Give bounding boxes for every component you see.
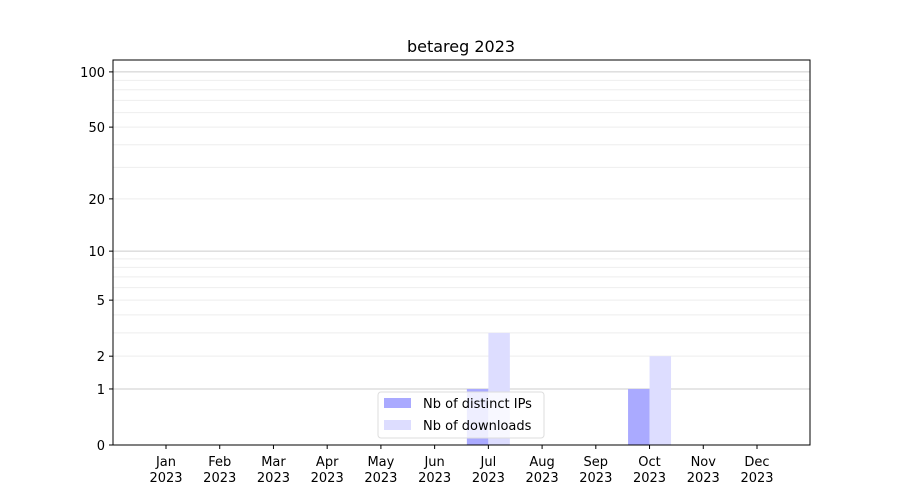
x-tick-label: Sep 2023 (579, 455, 612, 486)
y-tick-label: 50 (88, 121, 105, 136)
legend-box (377, 391, 545, 439)
y-tick-label: 100 (80, 66, 105, 81)
legend-swatch (384, 398, 411, 408)
y-tick-label: 20 (88, 193, 105, 208)
grid (113, 71, 810, 390)
y-tick-label: 10 (88, 245, 105, 260)
x-tick-label: Jun 2023 (418, 455, 451, 486)
x-tick-label: Apr 2023 (311, 455, 344, 486)
y-tick-label: 1 (97, 383, 105, 398)
x-tick-label: Jan 2023 (149, 455, 182, 486)
y-tick-label: 2 (97, 350, 105, 365)
x-tick-label: Aug 2023 (526, 455, 559, 486)
x-tick-label: Feb 2023 (203, 455, 236, 486)
y-tick-label: 0 (97, 439, 105, 454)
x-tick-label: Oct 2023 (633, 455, 666, 486)
x-axis: Jan 2023 Feb 2023 Mar 2023 Apr 2023 May 2023 Jun 20… (149, 445, 774, 486)
chart-title: betareg 2023 (407, 37, 515, 56)
x-tick-label: Nov 2023 (687, 455, 720, 486)
legend-swatch (384, 420, 411, 430)
legend: Nb of distinct IPs Nb of downloads (377, 391, 545, 439)
x-tick-label: May 2023 (364, 455, 397, 486)
x-tick-label: Dec 2023 (740, 455, 773, 486)
bar-nb-of-downloads (649, 356, 672, 445)
x-tick-label: Jul 2023 (472, 455, 505, 486)
plot-frame (112, 59, 811, 446)
bar-nb-of-distinct-ips (628, 388, 650, 445)
legend-label: Nb of distinct IPs (423, 397, 532, 412)
legend-label: Nb of downloads (423, 419, 532, 434)
y-tick-label: 5 (97, 294, 105, 309)
x-tick-label: Mar 2023 (257, 455, 290, 486)
y-axis: 0 1 2 5 10 20 50 100 (80, 66, 113, 454)
